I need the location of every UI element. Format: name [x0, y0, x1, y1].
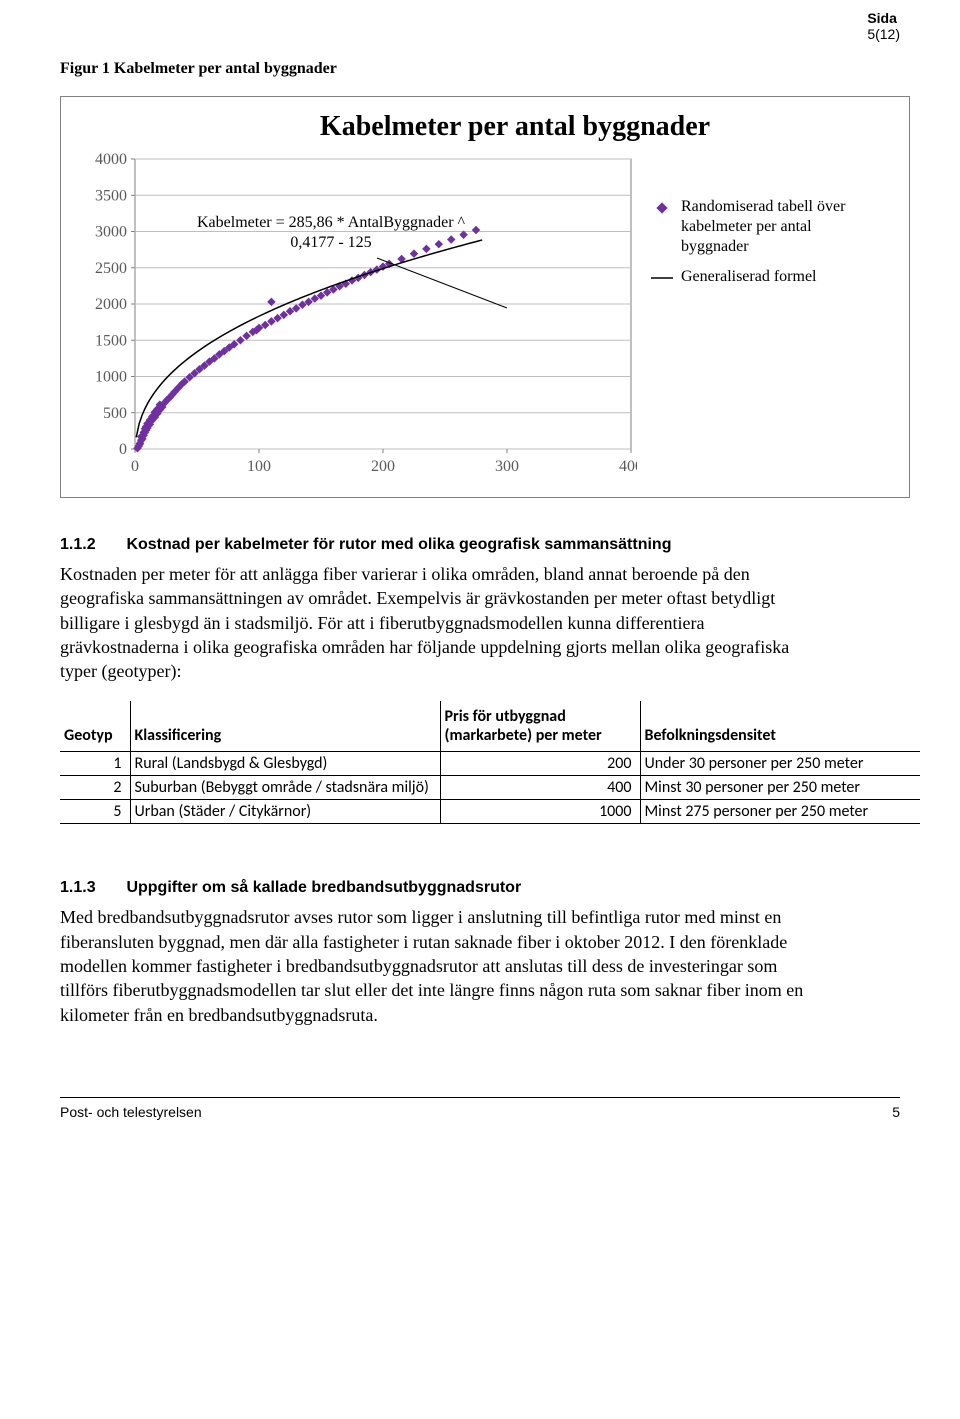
svg-text:400: 400: [619, 458, 637, 475]
section-title: Uppgifter om så kallade bredbandsutbyggn…: [126, 879, 521, 896]
table-cell: 200: [440, 752, 640, 776]
svg-text:100: 100: [247, 458, 271, 475]
table-cell: 1: [60, 752, 130, 776]
section-1-1-3-body: Med bredbandsutbyggnadsrutor avses rutor…: [60, 905, 820, 1026]
chart-legend: Randomiserad tabell över kabelmeter per …: [651, 197, 861, 297]
svg-text:2000: 2000: [95, 296, 127, 313]
table-cell: 1000: [440, 800, 640, 824]
svg-text:4000: 4000: [95, 153, 127, 168]
section-number: 1.1.3: [60, 879, 122, 897]
table-cell: Suburban (Bebyggt område / stadsnära mil…: [130, 776, 440, 800]
col-klassificering: Klassificering: [130, 701, 440, 752]
table-row: 5Urban (Städer / Citykärnor)1000Minst 27…: [60, 800, 920, 824]
svg-text:1500: 1500: [95, 332, 127, 349]
col-geotyp: Geotyp: [60, 701, 130, 752]
page-header: Sida 5(12): [867, 10, 900, 42]
legend-item-line: Generaliserad formel: [651, 267, 861, 287]
svg-text:0: 0: [119, 441, 127, 458]
svg-text:2500: 2500: [95, 260, 127, 277]
table-cell: Rural (Landsbygd & Glesbygd): [130, 752, 440, 776]
section-1-1-2-body: Kostnaden per meter för att anlägga fibe…: [60, 562, 820, 683]
svg-text:500: 500: [103, 405, 127, 422]
section-number: 1.1.2: [60, 536, 122, 554]
col-pris: Pris för utbyggnad (markarbete) per mete…: [440, 701, 640, 752]
line-marker-icon: [651, 271, 673, 285]
table-cell: Urban (Städer / Citykärnor): [130, 800, 440, 824]
chart-title: Kabelmeter per antal byggnader: [137, 111, 893, 143]
table-cell: Under 30 personer per 250 meter: [640, 752, 920, 776]
col-densitet: Befolkningsdensitet: [640, 701, 920, 752]
svg-text:300: 300: [495, 458, 519, 475]
svg-text:200: 200: [371, 458, 395, 475]
legend-line-label: Generaliserad formel: [681, 267, 816, 287]
legend-item-scatter: Randomiserad tabell över kabelmeter per …: [651, 197, 861, 257]
svg-text:0: 0: [131, 458, 139, 475]
section-1-1-3-heading: 1.1.3 Uppgifter om så kallade bredbandsu…: [60, 879, 900, 897]
svg-text:3000: 3000: [95, 224, 127, 241]
svg-text:3500: 3500: [95, 187, 127, 204]
table-row: 2Suburban (Bebyggt område / stadsnära mi…: [60, 776, 920, 800]
table-cell: Minst 30 personer per 250 meter: [640, 776, 920, 800]
legend-scatter-label: Randomiserad tabell över kabelmeter per …: [681, 197, 861, 257]
table-cell: 2: [60, 776, 130, 800]
section-title: Kostnad per kabelmeter för rutor med oli…: [126, 536, 671, 553]
footer-page-number: 5: [892, 1104, 900, 1120]
sida-label: Sida: [867, 10, 900, 26]
table-cell: Minst 275 personer per 250 meter: [640, 800, 920, 824]
chart-container: Kabelmeter per antal byggnader 050010001…: [60, 96, 910, 498]
chart-plot: 0 500 1000 1500 2000 2500 3000 3500 4000 0 100 200 3…: [77, 153, 637, 483]
svg-text:1000: 1000: [95, 369, 127, 386]
geotype-table: Geotyp Klassificering Pris för utbyggnad…: [60, 701, 920, 824]
table-cell: 5: [60, 800, 130, 824]
table-cell: 400: [440, 776, 640, 800]
page-footer: Post- och telestyrelsen 5: [60, 1104, 900, 1120]
footer-left: Post- och telestyrelsen: [60, 1104, 202, 1120]
section-1-1-2-heading: 1.1.2 Kostnad per kabelmeter för rutor m…: [60, 536, 900, 554]
diamond-marker-icon: [651, 201, 673, 215]
sida-value: 5(12): [867, 26, 900, 42]
table-row: 1Rural (Landsbygd & Glesbygd)200Under 30…: [60, 752, 920, 776]
footer-rule: [60, 1097, 900, 1098]
figure-caption: Figur 1 Kabelmeter per antal byggnader: [60, 60, 900, 78]
table-header-row: Geotyp Klassificering Pris för utbyggnad…: [60, 701, 920, 752]
